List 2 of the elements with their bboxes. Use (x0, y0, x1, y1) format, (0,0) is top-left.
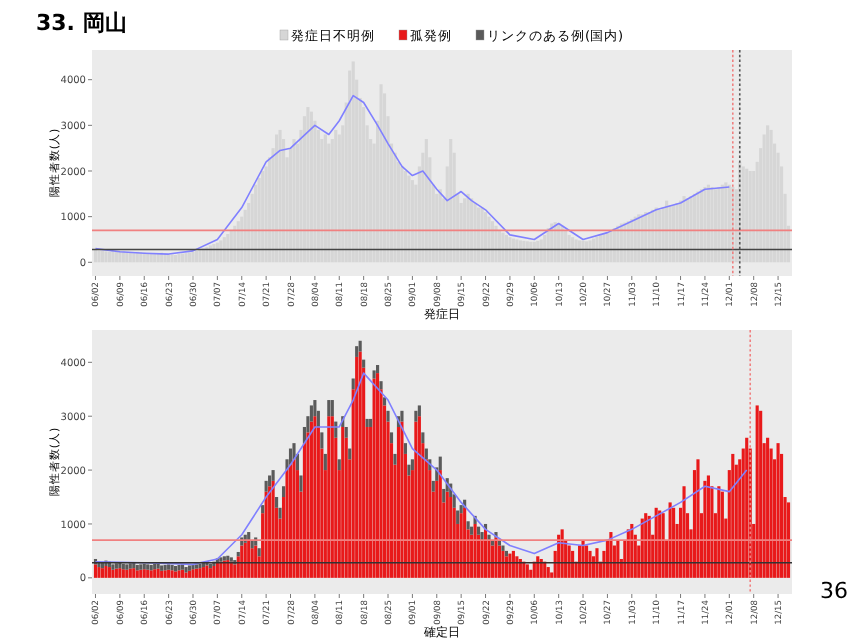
chart-title: 33. 岡山 (36, 10, 127, 36)
text: 36 (820, 578, 848, 604)
